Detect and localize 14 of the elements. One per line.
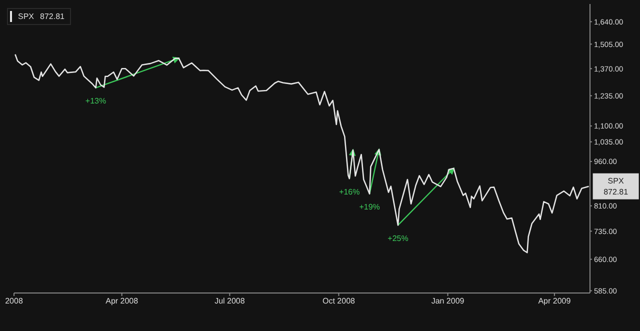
annotation: +25% xyxy=(388,234,408,243)
annotation: +13% xyxy=(85,96,106,106)
data-label: 872.81 xyxy=(604,187,629,196)
x-tick-label: Jan 2009 xyxy=(431,296,465,306)
annotation: +19% xyxy=(359,202,380,212)
text: SPX xyxy=(608,176,624,186)
text: 872.81 xyxy=(40,12,64,21)
annotation: +16% xyxy=(339,187,360,196)
x-tick-label: Apr 2009 xyxy=(538,296,572,306)
x-tick-label: Oct 2008 xyxy=(322,296,356,306)
legend-label: SPX xyxy=(18,12,34,21)
x-tick-label: 2008 xyxy=(5,296,24,306)
x-tick-label: Jul 2008 xyxy=(214,296,246,306)
x-tick-label: Apr 2008 xyxy=(106,296,139,306)
